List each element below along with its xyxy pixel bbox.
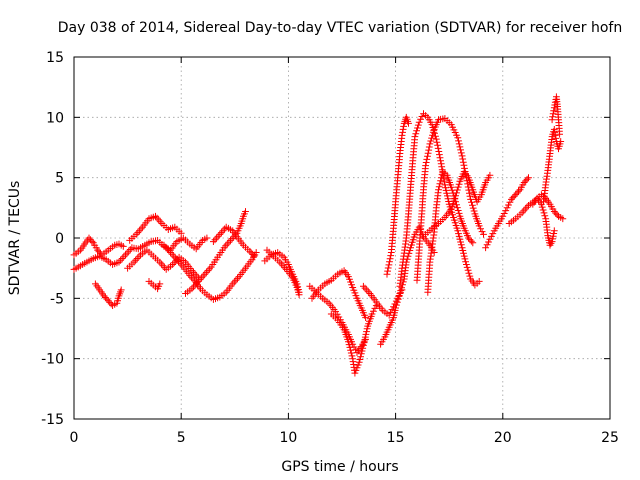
y-tick-label: 0	[55, 231, 64, 247]
data-point-markers	[540, 126, 565, 206]
data-series	[482, 174, 532, 252]
y-tick-label: -15	[41, 412, 64, 428]
x-tick-label: 0	[70, 430, 79, 446]
axis-ticks: 0 5 10 15 20 25 -15 -10 -5 0 5 10 15	[41, 50, 619, 446]
data-series	[529, 194, 558, 249]
data-point-markers	[160, 241, 260, 303]
x-tick-label: 10	[279, 430, 297, 446]
data-series	[540, 126, 565, 206]
y-tick-label: -10	[41, 352, 64, 368]
data-point-markers	[327, 302, 380, 377]
data-series	[145, 278, 164, 293]
data-point-markers	[92, 280, 125, 309]
data-point-markers	[529, 194, 558, 249]
x-tick-label: 25	[601, 430, 619, 446]
data-series	[126, 212, 185, 244]
x-axis-label: GPS time / hours	[281, 459, 398, 475]
data-point-markers	[261, 249, 303, 296]
data-series	[308, 267, 369, 321]
x-tick-label: 5	[177, 430, 186, 446]
data-point-markers	[308, 267, 369, 321]
data-point-markers	[383, 113, 412, 278]
data-point-markers	[145, 278, 164, 293]
data-point-markers	[424, 168, 477, 296]
data-series	[424, 168, 477, 296]
y-tick-label: 10	[46, 110, 64, 126]
data-point-markers	[210, 223, 258, 260]
data-series	[182, 208, 249, 297]
x-tick-label: 15	[387, 430, 405, 446]
data-series	[396, 110, 483, 290]
chart-title: Day 038 of 2014, Sidereal Day-to-day VTE…	[58, 20, 622, 36]
data-point-markers	[548, 93, 563, 138]
data-series	[327, 302, 380, 377]
data-point-markers	[182, 208, 249, 297]
data-point-markers	[70, 234, 127, 259]
data-series	[422, 168, 494, 238]
x-tick-label: 20	[494, 430, 512, 446]
y-tick-label: -5	[50, 291, 64, 307]
y-axis-label: SDTVAR / TECUs	[7, 181, 23, 296]
data-points	[70, 93, 567, 377]
data-point-markers	[422, 168, 494, 238]
data-series	[210, 223, 258, 260]
data-point-markers	[482, 174, 532, 252]
data-point-markers	[396, 110, 483, 290]
grid	[74, 57, 610, 419]
data-point-markers	[126, 212, 185, 244]
data-series	[160, 241, 260, 303]
data-series	[261, 249, 303, 296]
data-series	[70, 234, 127, 259]
data-series	[92, 280, 125, 309]
y-tick-label: 15	[46, 50, 64, 66]
data-series	[548, 93, 563, 138]
y-tick-label: 5	[55, 171, 64, 187]
data-series	[383, 113, 412, 278]
